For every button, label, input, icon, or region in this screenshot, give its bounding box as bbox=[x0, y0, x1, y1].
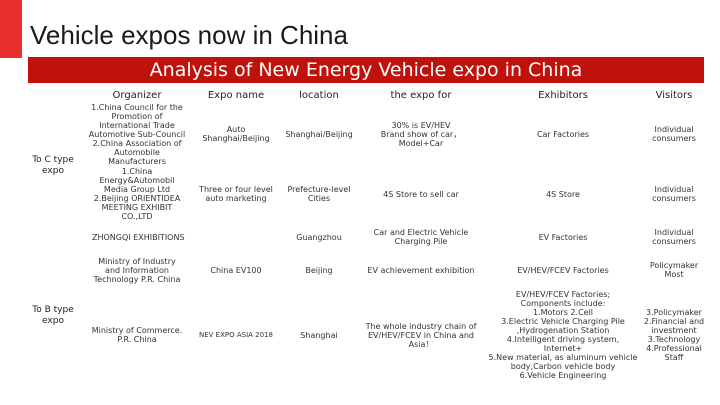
header-organizer: Organizer bbox=[112, 89, 162, 101]
row5-organizer: Ministry of Commerce. P.R. China bbox=[91, 326, 183, 344]
row3-visitors: Individual consumers bbox=[652, 228, 696, 246]
row2-visitors: Individual consumers bbox=[652, 185, 696, 203]
group-label-c-type: To C type expo bbox=[32, 155, 74, 176]
header-visitors: Visitors bbox=[655, 89, 693, 101]
row4-expo-name: China EV100 bbox=[210, 265, 262, 275]
row1-expo-for: 30% is EV/HEV Brand show of car， Model+C… bbox=[380, 120, 462, 148]
row5-expo-name: NEV EXPO ASIA 2018 bbox=[199, 330, 273, 339]
row1-location: Shanghai/Beijing bbox=[285, 129, 353, 139]
header-expo-name: Expo name bbox=[207, 89, 265, 101]
row5-expo-for: The whole industry chain of EV/HEV/FCEV … bbox=[365, 321, 477, 349]
row3-expo-name bbox=[196, 224, 276, 250]
row2-organizer: 1.China Energy&Automobil Media Group Ltd… bbox=[93, 167, 181, 221]
row3-exhibitors: EV Factories bbox=[538, 232, 588, 242]
row1-visitors: Individual consumers bbox=[652, 125, 696, 143]
subtitle-banner: Analysis of New Energy Vehicle expo in C… bbox=[28, 57, 704, 83]
row5-visitors: 3.Policymaker 2.Financial and investment… bbox=[643, 308, 705, 362]
row2-expo-for: 4S Store to sell car bbox=[383, 189, 459, 199]
row1-expo-name: Auto Shanghai/Beijing bbox=[202, 125, 270, 143]
row4-visitors: Policymaker Most bbox=[649, 261, 699, 279]
row3-expo-for: Car and Electric Vehicle Charging Pile bbox=[373, 228, 469, 246]
table-title: Analysis of New Energy Vehicle expo in C… bbox=[149, 59, 583, 81]
row2-exhibitors: 4S Store bbox=[546, 189, 580, 199]
row3-organizer: ZHONGQI EXHIBITIONS bbox=[92, 232, 185, 242]
row4-organizer: Ministry of Industry and Information Tec… bbox=[93, 256, 181, 284]
row4-exhibitors: EV/HEV/FCEV Factories bbox=[517, 265, 609, 275]
row2-location: Prefecture-level Cities bbox=[287, 185, 351, 203]
page-title: Vehicle expos now in China bbox=[30, 20, 348, 50]
group-label-b-type: To B type expo bbox=[32, 305, 74, 326]
header-expo-for: the expo for bbox=[390, 89, 452, 101]
row4-expo-for: EV achievement exhibition bbox=[367, 265, 475, 275]
row5-location: Shanghai bbox=[300, 330, 338, 340]
row5-exhibitors: EV/HEV/FCEV Factories; Components includ… bbox=[488, 290, 638, 380]
row4-location: Beijing bbox=[305, 265, 333, 275]
accent-bar bbox=[0, 0, 22, 58]
header-exhibitors: Exhibitors bbox=[538, 89, 588, 101]
header-location: location bbox=[299, 89, 339, 101]
row3-location: Guangzhou bbox=[296, 232, 342, 242]
row1-organizer: 1.China Council for the Promotion of Int… bbox=[88, 103, 186, 165]
row1-exhibitors: Car Factories bbox=[536, 129, 590, 139]
row2-expo-name: Three or four level auto marketing bbox=[199, 185, 273, 203]
